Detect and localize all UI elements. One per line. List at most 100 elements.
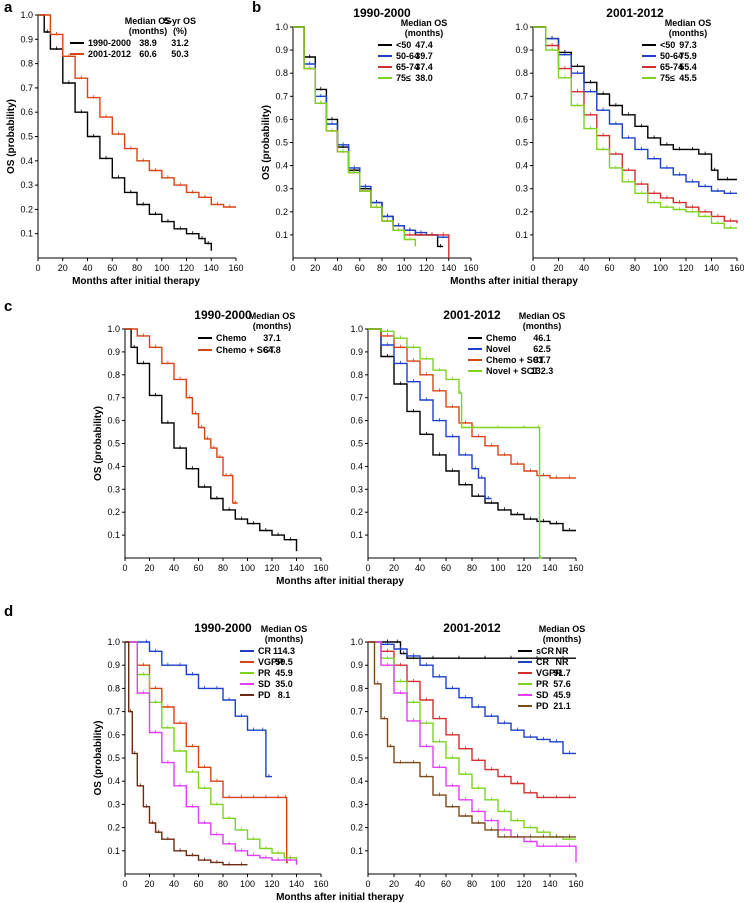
y-tick-label: 0.8 [20,59,33,69]
x-tick-label: 140 [704,263,719,273]
chart-title: 2001-2012 [443,308,501,322]
y-tick-label: 0.5 [275,138,288,148]
series-line-ChemoSCT [125,328,238,504]
y-tick-label: 0.1 [350,530,363,540]
legend-entry-label: CR [258,646,271,656]
series-line-Chemo [368,328,576,532]
legend-entry-label: Chemo [216,333,247,343]
x-tick-label: 100 [240,563,255,573]
legend-header: (months) [129,26,168,36]
x-tick-label: 120 [264,563,279,573]
series-line-75 [293,26,417,247]
panel-label-b: b [252,0,261,16]
legend-entry-value: 91.7 [553,668,571,678]
y-tick-label: 0.7 [350,707,363,717]
y-tick-label: 0.3 [20,180,33,190]
x-tick-label: 0 [365,879,370,889]
legend-entry-label: 50-64 [660,51,683,61]
series-line-PD [368,641,576,838]
chart-a: 0 20 40 60 80 100 120 140 160 0.1 0.2 0.3 0.4 0.5 0.6 0… [6,10,244,273]
legend-entry-value: 114.3 [273,646,295,656]
chart-title: 1990-2000 [194,621,252,635]
panel-label-d: d [4,603,13,620]
x-tick-label: 60 [107,263,117,273]
y-tick-label: 0.9 [275,45,288,55]
legend-header: (months) [669,28,708,38]
y-tick-label: 0.5 [20,132,33,142]
legend-entry-value: 64.8 [263,345,281,355]
legend-header: Median OS [539,624,586,634]
legend-entry-label: 50-64 [396,51,419,61]
x-tick-label: 0 [122,563,127,573]
legend-entry-label: sCR [536,646,555,656]
x-tick-label: 100 [653,263,668,273]
y-tick-label: 0.4 [107,461,120,471]
x-tick-label: 80 [218,879,228,889]
legend-entry-value: 37.4 [415,62,433,72]
series-line-Chemo [125,328,298,552]
y-tick-label: 0.5 [350,439,363,449]
y-tick-label: 0.6 [107,730,120,740]
legend-entry-value: 45.5 [679,73,697,83]
legend-entry-label: SD [258,679,271,689]
x-tick-label: 140 [542,563,557,573]
y-tick-label: 1.0 [350,637,363,647]
x-tick-label: 140 [289,879,304,889]
x-tick-label: 0 [35,263,40,273]
y-tick-label: 0.2 [107,507,120,517]
chart-title: 1990-2000 [353,6,411,20]
y-tick-label: 0.7 [107,707,120,717]
chart-d2: 0 20 40 60 80 100 120 140 160 0.1 0.2 0.3 0.4 0.5 0.6 0… [350,621,585,889]
legend-entry-value: 38.0 [415,73,433,83]
x-tick-label: 20 [389,879,399,889]
series-line-50 [533,26,737,181]
y-axis-label: OS (probability) [6,99,17,174]
x-tick-label: 160 [463,263,478,273]
x-tick-label: 60 [193,563,203,573]
legend-entry-label: Chemo + SCT [216,345,275,355]
y-tick-label: 0.2 [20,204,33,214]
legend-entry-label: <50 [396,40,411,50]
x-axis-label-d: Months after initial therapy [276,892,404,903]
series-line-SD [125,641,298,865]
x-tick-label: 60 [441,563,451,573]
x-tick-label: 80 [218,563,228,573]
x-axis-label-a: Months after initial therapy [72,276,200,287]
x-tick-label: 120 [179,263,194,273]
legend-entry-value: 45.9 [553,690,571,700]
legend-entry-value: 55.4 [679,62,697,72]
y-tick-label: 0.3 [350,799,363,809]
y-tick-label: 0.9 [107,660,120,670]
panel-label-c: c [4,298,12,315]
series-line-75 [533,26,737,229]
series-line-PR [125,641,298,863]
x-tick-label: 20 [553,263,563,273]
x-tick-label: 40 [332,263,342,273]
x-tick-label: 0 [122,879,127,889]
x-tick-label: 80 [467,879,477,889]
chart-b1: 0 20 40 60 80 100 120 140 160 0.1 0.2 0.3 0.4 0.5 0.6 0… [261,6,479,273]
legend-entry-label: PD [258,690,271,700]
legend-header: Median OS [125,16,172,26]
y-tick-label: 0.2 [350,823,363,833]
x-tick-label: 160 [313,563,328,573]
x-tick-label: 160 [729,263,744,273]
x-tick-label: 80 [630,263,640,273]
x-tick-label: 20 [144,879,154,889]
series-line-PD [125,641,248,866]
legend-entry-label: <50 [660,40,675,50]
x-axis-label-c: Months after initial therapy [276,576,404,587]
y-tick-label: 0.4 [515,161,528,171]
chart-title: 2001-2012 [606,6,664,20]
x-tick-label: 40 [579,263,589,273]
x-tick-label: 0 [290,263,295,273]
y-tick-label: 1.0 [20,10,33,20]
legend-entry-label: SD [536,690,549,700]
legend-header: (months) [265,634,304,644]
y-tick-label: 0.6 [107,416,120,426]
x-tick-label: 40 [82,263,92,273]
legend-entry-value: 46.1 [533,333,551,343]
x-tick-label: 0 [365,563,370,573]
y-tick-label: 0.4 [350,776,363,786]
y-tick-label: 1.0 [107,637,120,647]
